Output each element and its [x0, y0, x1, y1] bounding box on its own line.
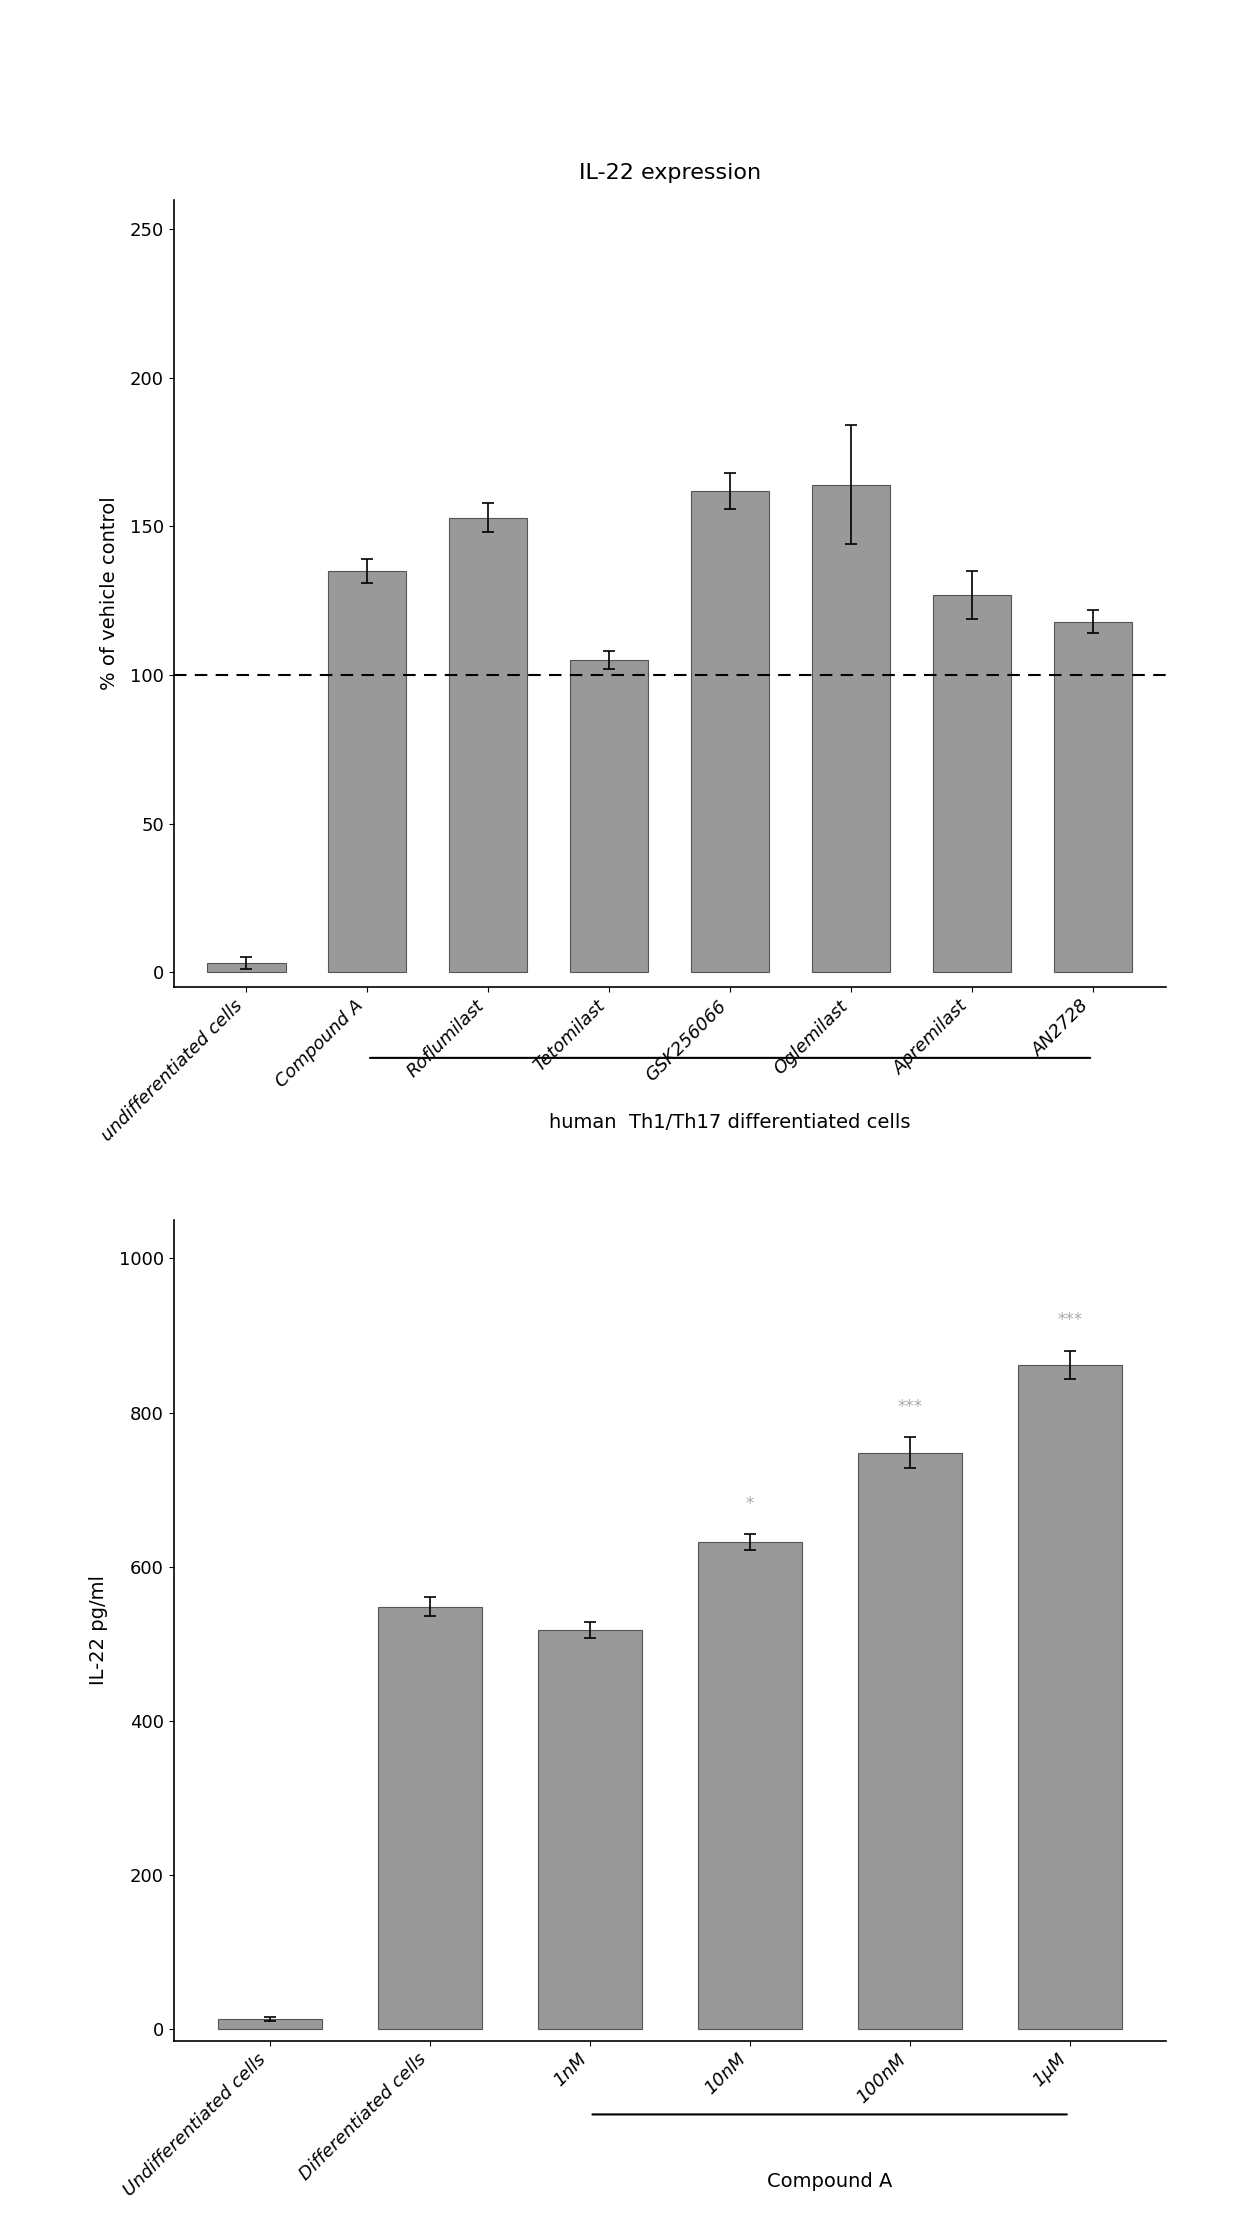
Bar	[691, 490, 769, 971]
Text: Fig. 1: Fig. 1	[635, 1428, 704, 1448]
Bar	[858, 1453, 961, 2029]
Bar	[217, 2018, 321, 2029]
Text: human  Th1/Th17 differentiated cells: human Th1/Th17 differentiated cells	[549, 1113, 911, 1131]
Bar	[327, 570, 407, 971]
Bar	[932, 594, 1012, 971]
Bar	[378, 1606, 481, 2029]
Text: *: *	[745, 1495, 754, 1513]
Bar	[538, 1630, 641, 2029]
Text: ***: ***	[1056, 1311, 1083, 1329]
Bar	[1054, 621, 1132, 971]
Text: ***: ***	[897, 1397, 923, 1415]
Bar	[207, 963, 285, 971]
Bar	[570, 661, 649, 971]
Y-axis label: IL-22 pg/ml: IL-22 pg/ml	[88, 1575, 108, 1686]
Y-axis label: % of vehicle control: % of vehicle control	[99, 497, 119, 690]
Text: Compound A: Compound A	[766, 2171, 893, 2191]
Bar	[698, 1542, 801, 2029]
Bar	[812, 486, 890, 971]
Bar	[1018, 1364, 1122, 2029]
Title: IL-22 expression: IL-22 expression	[579, 162, 760, 182]
Bar	[449, 517, 527, 971]
